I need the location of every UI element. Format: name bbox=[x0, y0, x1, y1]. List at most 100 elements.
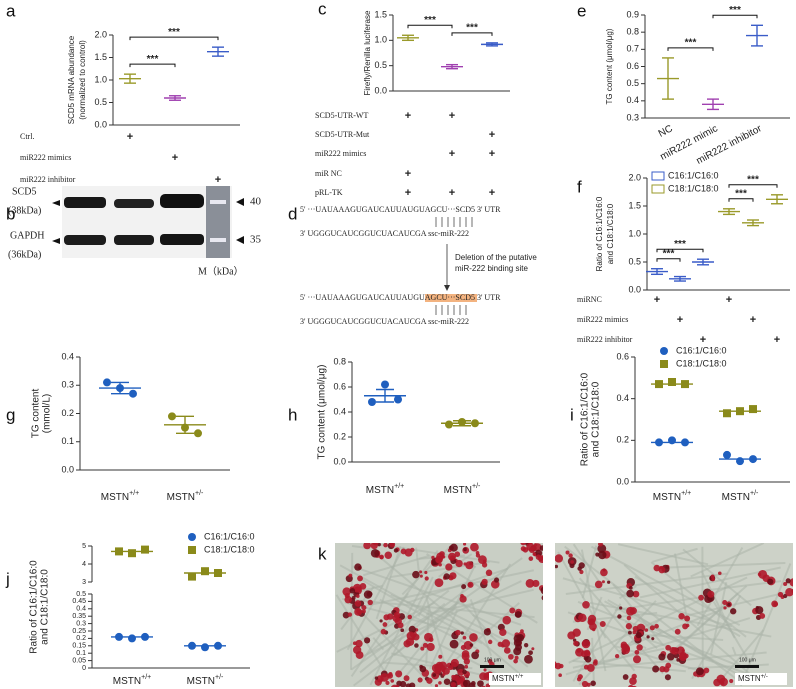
bracket-label: *** bbox=[747, 174, 759, 185]
legend-label: C16:1/C16:0 bbox=[676, 345, 727, 355]
fiber bbox=[710, 582, 728, 655]
point bbox=[128, 634, 136, 643]
lipid-droplet bbox=[532, 579, 540, 588]
lipid-droplet bbox=[629, 677, 637, 685]
y-tick-label: 0.6 bbox=[626, 61, 639, 71]
y-tick-label: 0.3 bbox=[76, 620, 86, 627]
band-size: (36kDa) bbox=[8, 249, 41, 260]
y-tick-label: 0.3 bbox=[61, 380, 74, 390]
y-tick-label: 0.25 bbox=[72, 628, 86, 635]
category-sup: +/+ bbox=[141, 674, 151, 681]
fiber bbox=[392, 549, 439, 614]
lipid-droplet bbox=[626, 589, 635, 598]
y-axis-label: and C18:1/C18:0 bbox=[40, 569, 51, 645]
lipid-droplet bbox=[654, 623, 659, 629]
fiber bbox=[369, 576, 429, 686]
lipid-droplet bbox=[460, 644, 467, 651]
panel-label: j bbox=[5, 569, 10, 588]
point bbox=[394, 395, 402, 404]
condition-label: miR222 mimics bbox=[20, 153, 71, 162]
lipid-droplet bbox=[730, 608, 737, 615]
lipid-droplet bbox=[597, 544, 607, 554]
condition-mark: + bbox=[489, 187, 495, 199]
lipid-droplet bbox=[435, 661, 444, 670]
label-text: MSTN bbox=[738, 674, 761, 683]
fiber bbox=[344, 601, 477, 638]
lipid-droplet bbox=[520, 543, 527, 546]
sequence: 5' ···UAUAAAGUGAUCAUUAUGUAGCU···SCD5 3' … bbox=[300, 293, 501, 302]
band-size: (38kDa) bbox=[8, 205, 41, 216]
bracket-label: *** bbox=[466, 23, 478, 34]
point bbox=[668, 378, 676, 386]
lipid-droplet bbox=[632, 630, 637, 635]
y-tick-label: 0.0 bbox=[61, 464, 74, 474]
marker-lane bbox=[206, 186, 230, 258]
lipid-droplet bbox=[356, 609, 362, 615]
lipid-droplet bbox=[525, 539, 529, 543]
bracket-label: *** bbox=[168, 27, 180, 38]
y-tick-label: 2.0 bbox=[94, 29, 107, 39]
lipid-droplet bbox=[363, 543, 371, 550]
lipid-droplet bbox=[450, 658, 459, 668]
category-text: MSTN bbox=[653, 492, 681, 503]
lipid-droplet bbox=[676, 657, 681, 662]
y-tick-label: 0.0 bbox=[616, 476, 629, 486]
y-tick-label: 0.1 bbox=[61, 436, 74, 446]
y-tick-label: 0.4 bbox=[616, 393, 629, 403]
lipid-droplet bbox=[617, 614, 622, 619]
y-tick-label: 1.0 bbox=[628, 228, 641, 238]
condition-mark: + bbox=[405, 110, 411, 122]
lipid-droplet bbox=[382, 622, 388, 627]
condition-mark: + bbox=[750, 314, 756, 326]
bracket-label: *** bbox=[663, 248, 675, 259]
scale-text: 100 μm bbox=[739, 657, 756, 663]
lipid-droplet bbox=[581, 680, 589, 687]
lipid-droplet bbox=[727, 602, 731, 607]
sequence: 3' UGGGUCAUCGGUCUACAUCGA ssc-miR-222 bbox=[300, 317, 469, 326]
y-tick-label: 2.0 bbox=[628, 172, 641, 182]
point bbox=[128, 549, 136, 558]
lipid-droplet bbox=[573, 640, 579, 647]
lipid-droplet bbox=[625, 623, 633, 630]
lipid-droplet bbox=[451, 674, 456, 679]
lipid-droplet bbox=[791, 588, 793, 594]
bracket-label: *** bbox=[729, 5, 741, 16]
lipid-droplet bbox=[481, 578, 488, 585]
lipid-droplet bbox=[470, 543, 479, 552]
label-sup: +/+ bbox=[515, 674, 524, 680]
lipid-droplet bbox=[406, 631, 416, 641]
lipid-droplet bbox=[695, 667, 704, 676]
condition-mark: + bbox=[700, 334, 706, 346]
lipid-droplet bbox=[431, 561, 436, 566]
lipid-droplet bbox=[461, 584, 467, 590]
lipid-droplet bbox=[586, 664, 595, 672]
fiber bbox=[661, 562, 786, 569]
lipid-droplet bbox=[455, 629, 461, 636]
condition-label: pRL-TK bbox=[315, 188, 343, 197]
lipid-droplet bbox=[698, 594, 705, 601]
category-sup: +/- bbox=[215, 674, 224, 681]
lipid-droplet bbox=[678, 613, 685, 620]
x-tick-label: MSTN+/+ bbox=[653, 490, 691, 502]
lipid-droplet bbox=[485, 683, 491, 687]
lipid-droplet bbox=[354, 563, 362, 571]
lipid-droplet bbox=[568, 553, 573, 558]
point bbox=[668, 436, 676, 445]
y-tick-label: 0.45 bbox=[72, 598, 86, 605]
lipid-droplet bbox=[674, 628, 681, 635]
pairing bbox=[435, 217, 473, 227]
fiber bbox=[731, 646, 737, 656]
lipid-droplet bbox=[389, 543, 396, 548]
y-tick-label: 0.0 bbox=[374, 85, 387, 95]
lipid-droplet bbox=[370, 548, 380, 558]
label-box bbox=[489, 673, 541, 685]
lipid-droplet bbox=[442, 672, 446, 676]
label-box bbox=[735, 673, 787, 685]
fiber bbox=[358, 577, 438, 625]
fiber bbox=[404, 648, 430, 678]
legend-marker bbox=[660, 347, 668, 355]
lipid-droplet bbox=[469, 633, 478, 642]
condition-mark: + bbox=[726, 294, 732, 306]
lipid-droplet bbox=[463, 543, 467, 546]
lipid-droplet bbox=[417, 677, 423, 683]
